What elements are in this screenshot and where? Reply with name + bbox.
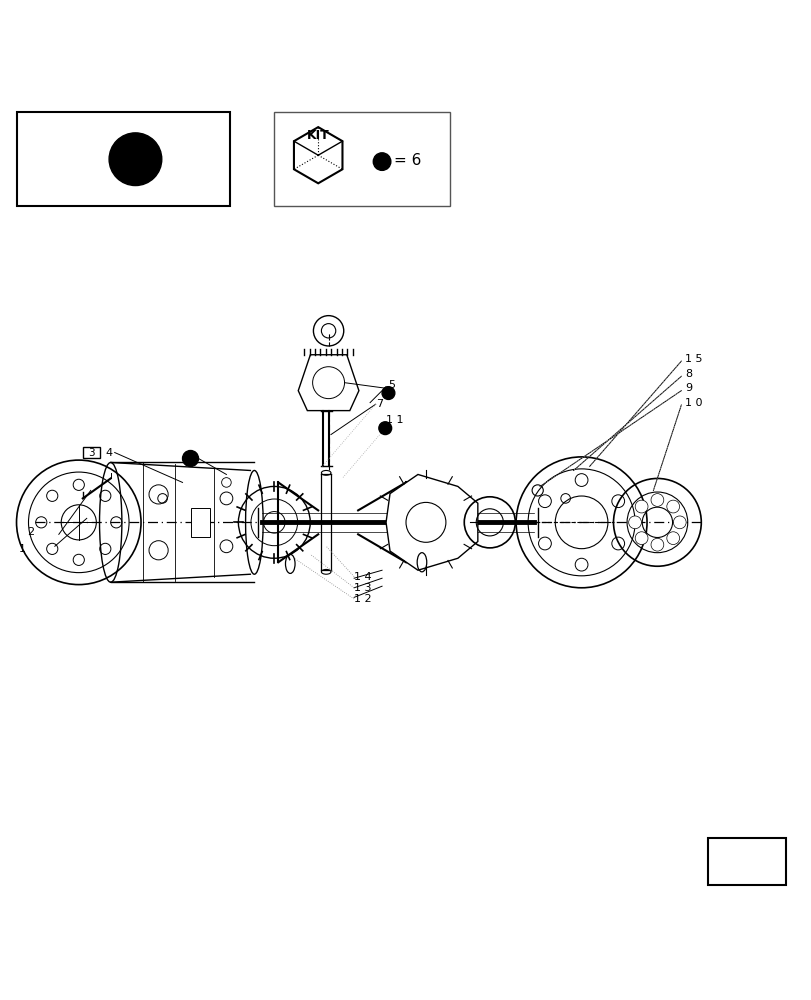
Text: KIT: KIT bbox=[307, 129, 329, 142]
Text: 1: 1 bbox=[19, 544, 26, 554]
Text: 7: 7 bbox=[375, 399, 382, 409]
Bar bbox=[274, 112, 449, 206]
Circle shape bbox=[666, 532, 679, 545]
Text: 1 1: 1 1 bbox=[385, 415, 403, 425]
Polygon shape bbox=[385, 474, 477, 570]
Text: 4: 4 bbox=[105, 448, 112, 458]
Polygon shape bbox=[298, 355, 358, 411]
Text: = 6: = 6 bbox=[393, 153, 421, 168]
Bar bbox=[191, 508, 210, 537]
Text: 9: 9 bbox=[684, 383, 692, 393]
Text: 1 5: 1 5 bbox=[684, 354, 702, 364]
Polygon shape bbox=[294, 127, 342, 183]
Text: 3: 3 bbox=[88, 448, 95, 458]
Text: 1 3: 1 3 bbox=[354, 583, 371, 593]
Circle shape bbox=[628, 516, 641, 529]
Circle shape bbox=[379, 422, 391, 435]
Circle shape bbox=[382, 387, 394, 399]
Circle shape bbox=[650, 538, 663, 551]
Text: 8: 8 bbox=[684, 369, 692, 379]
Circle shape bbox=[650, 494, 663, 506]
Text: 2: 2 bbox=[27, 527, 34, 537]
Text: 5: 5 bbox=[388, 380, 395, 390]
Circle shape bbox=[373, 153, 390, 170]
Text: 1 0: 1 0 bbox=[684, 398, 702, 408]
Circle shape bbox=[634, 500, 647, 513]
Text: 1 4: 1 4 bbox=[354, 572, 371, 582]
Circle shape bbox=[672, 516, 685, 529]
Circle shape bbox=[634, 532, 647, 545]
Circle shape bbox=[109, 133, 161, 186]
Circle shape bbox=[182, 451, 198, 466]
Bar bbox=[707, 838, 785, 885]
FancyBboxPatch shape bbox=[83, 447, 101, 458]
Circle shape bbox=[666, 500, 679, 513]
Text: 1 2: 1 2 bbox=[354, 594, 371, 604]
Bar bbox=[16, 112, 230, 206]
